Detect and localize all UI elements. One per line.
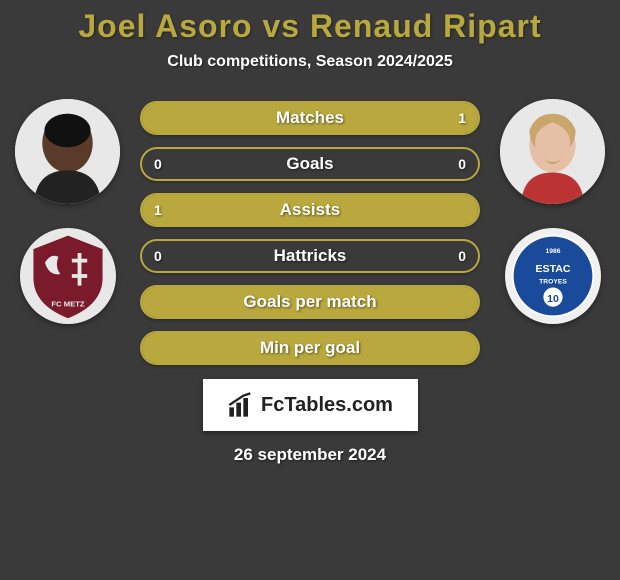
svg-text:1986: 1986 — [545, 248, 560, 255]
stat-bar: Goals per match — [140, 285, 480, 319]
stat-bars: Matches 1 Goals 0 0 Assists 1 Hattricks 0 0 Goals … — [140, 99, 480, 365]
right-club-crest: 1986 ESTAC TROYES 10 — [505, 228, 601, 324]
left-club-crest: FC METZ — [20, 228, 116, 324]
stat-label: Hattricks — [274, 246, 347, 266]
stat-label: Min per goal — [260, 338, 360, 358]
comparison-main: FC METZ Matches 1 Goals 0 0 Assists 1 Hattricks… — [8, 99, 612, 365]
stat-label: Goals — [286, 154, 333, 174]
footer: FcTables.com 26 september 2024 — [8, 379, 612, 465]
stat-bar: Goals 0 0 — [140, 147, 480, 181]
svg-text:TROYES: TROYES — [539, 279, 567, 286]
stat-bar: Assists 1 — [140, 193, 480, 227]
chart-icon — [227, 391, 255, 419]
comparison-title: Joel Asoro vs Renaud Ripart — [8, 8, 612, 45]
stat-value-left: 0 — [154, 248, 162, 264]
stat-value-left: 0 — [154, 156, 162, 172]
stat-bar: Min per goal — [140, 331, 480, 365]
stat-bar: Hattricks 0 0 — [140, 239, 480, 273]
fctables-logo: FcTables.com — [203, 379, 418, 431]
shield-icon: FC METZ — [20, 228, 116, 324]
svg-text:ESTAC: ESTAC — [535, 263, 570, 275]
stat-label: Goals per match — [243, 292, 376, 312]
svg-text:10: 10 — [547, 293, 559, 305]
svg-text:FC METZ: FC METZ — [51, 300, 85, 309]
stat-label: Matches — [276, 108, 344, 128]
stat-value-right: 0 — [458, 248, 466, 264]
stat-value-right: 1 — [458, 110, 466, 126]
stat-value-left: 1 — [154, 202, 162, 218]
person-icon — [500, 99, 605, 204]
stat-label: Assists — [280, 200, 340, 220]
right-player-column: 1986 ESTAC TROYES 10 — [500, 99, 605, 324]
logo-text: FcTables.com — [261, 394, 393, 417]
person-icon — [15, 99, 120, 204]
stat-bar: Matches 1 — [140, 101, 480, 135]
right-player-avatar — [500, 99, 605, 204]
shield-icon: 1986 ESTAC TROYES 10 — [505, 228, 601, 324]
comparison-subtitle: Club competitions, Season 2024/2025 — [8, 53, 612, 71]
left-player-column: FC METZ — [15, 99, 120, 324]
comparison-date: 26 september 2024 — [234, 445, 386, 465]
left-player-avatar — [15, 99, 120, 204]
stat-value-right: 0 — [458, 156, 466, 172]
